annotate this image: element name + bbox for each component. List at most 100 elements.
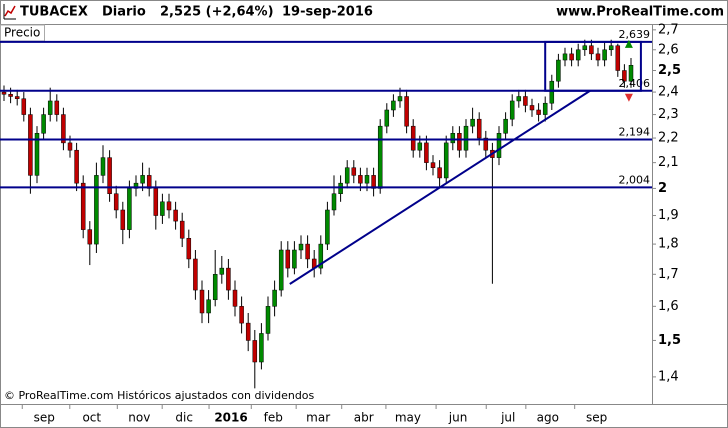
candle-body (186, 238, 192, 260)
candles (1, 39, 634, 389)
candle-body (21, 98, 27, 115)
candle-body (483, 137, 489, 151)
x-tick-label: jun (448, 411, 468, 425)
y-tick-label: 2,3 (658, 107, 679, 122)
candle-body (113, 193, 119, 211)
candle-body (325, 209, 330, 245)
candle-body (318, 243, 324, 269)
candle-body (397, 96, 403, 102)
candle-body (377, 125, 383, 189)
y-tick-label: 2,6 (658, 42, 679, 57)
candle-body (384, 109, 390, 127)
candle-body (503, 118, 508, 134)
candle-body (67, 142, 73, 151)
candle-body (437, 167, 442, 179)
candle-body (245, 322, 251, 341)
subtitle: Diario (102, 5, 146, 20)
candle-body (430, 162, 436, 168)
y-tick-label: 2,4 (658, 85, 679, 100)
candle-body (549, 80, 555, 104)
candle-body (94, 175, 99, 245)
candle-body (622, 70, 627, 82)
y-tick-label: 1,4 (658, 369, 679, 384)
candle-body (417, 142, 423, 151)
candle-body (476, 118, 482, 139)
x-tick-label: sep (34, 411, 55, 425)
candle-body (140, 175, 145, 184)
candle-body (206, 299, 211, 314)
candle-body (239, 306, 244, 324)
candle-body (509, 100, 515, 120)
candle-body (285, 249, 291, 269)
level-label: 2,004 (619, 173, 651, 186)
candle-body (556, 59, 561, 82)
candle-body (470, 118, 475, 127)
candle-body (153, 188, 159, 216)
candle-body (278, 249, 284, 291)
candle-body (529, 105, 535, 111)
candle-body (358, 175, 363, 184)
candle-body (14, 96, 20, 99)
trend-line (289, 89, 591, 285)
candle-body (536, 109, 541, 115)
date: 19-sep-2016 (282, 5, 373, 20)
candle-body (199, 289, 205, 314)
candle-body (298, 243, 304, 251)
y-tick-label: 2,7 (658, 22, 679, 37)
candle-body (608, 45, 614, 51)
y-tick-label: 1,8 (658, 237, 679, 252)
y-tick-label: 2 (658, 181, 667, 196)
candle-body (54, 100, 60, 115)
candle-body (28, 114, 33, 176)
up-arrow (624, 39, 633, 48)
x-tick-label: dic (175, 411, 193, 425)
candle-body (100, 157, 106, 176)
y-tick-label: 1,5 (658, 333, 681, 348)
source: www.ProRealTime.com (556, 5, 724, 20)
candle-body (252, 340, 258, 363)
candle-body (562, 53, 568, 61)
candle-body (523, 96, 528, 106)
y-tick-label: 2,2 (658, 131, 679, 146)
level-label: 2,194 (619, 125, 651, 138)
candle-body (292, 249, 297, 269)
candle-body (542, 102, 548, 115)
candle-body (391, 100, 396, 111)
x-tick-label: abr (354, 411, 374, 425)
level-label: 2,406 (619, 77, 651, 90)
y-tick-label: 2,5 (658, 63, 681, 78)
candle-body (127, 188, 132, 230)
y-tick-label: 1,9 (658, 208, 679, 223)
candle-body (179, 220, 185, 239)
candle-body (496, 133, 502, 158)
candle-body (424, 142, 429, 163)
x-tick-label: sep (586, 411, 607, 425)
logo-icon (3, 4, 16, 20)
candle-body (595, 53, 601, 61)
candle-body (1, 91, 7, 95)
x-tick-label: ago (537, 411, 559, 425)
y-tick-label: 1,6 (658, 299, 679, 314)
candle-body (265, 306, 271, 334)
candle-body (232, 289, 238, 307)
candle-body (8, 94, 13, 97)
candle-body (193, 258, 198, 291)
candle-body (212, 274, 218, 301)
candle-body (331, 193, 337, 211)
candle-body (450, 133, 456, 144)
candle-body (107, 157, 112, 194)
candle-body (173, 209, 178, 222)
candle-body (34, 133, 40, 176)
candle-body (628, 64, 634, 82)
candle-body (219, 267, 225, 275)
candle-body (259, 333, 264, 363)
x-tick-label: feb (264, 411, 283, 425)
candle-body (371, 175, 376, 189)
candle-body (272, 289, 277, 307)
candle-body (602, 49, 607, 61)
candle-body (404, 96, 409, 127)
candle-body (516, 96, 522, 102)
candle-body (120, 209, 126, 230)
candle-body (166, 201, 172, 211)
